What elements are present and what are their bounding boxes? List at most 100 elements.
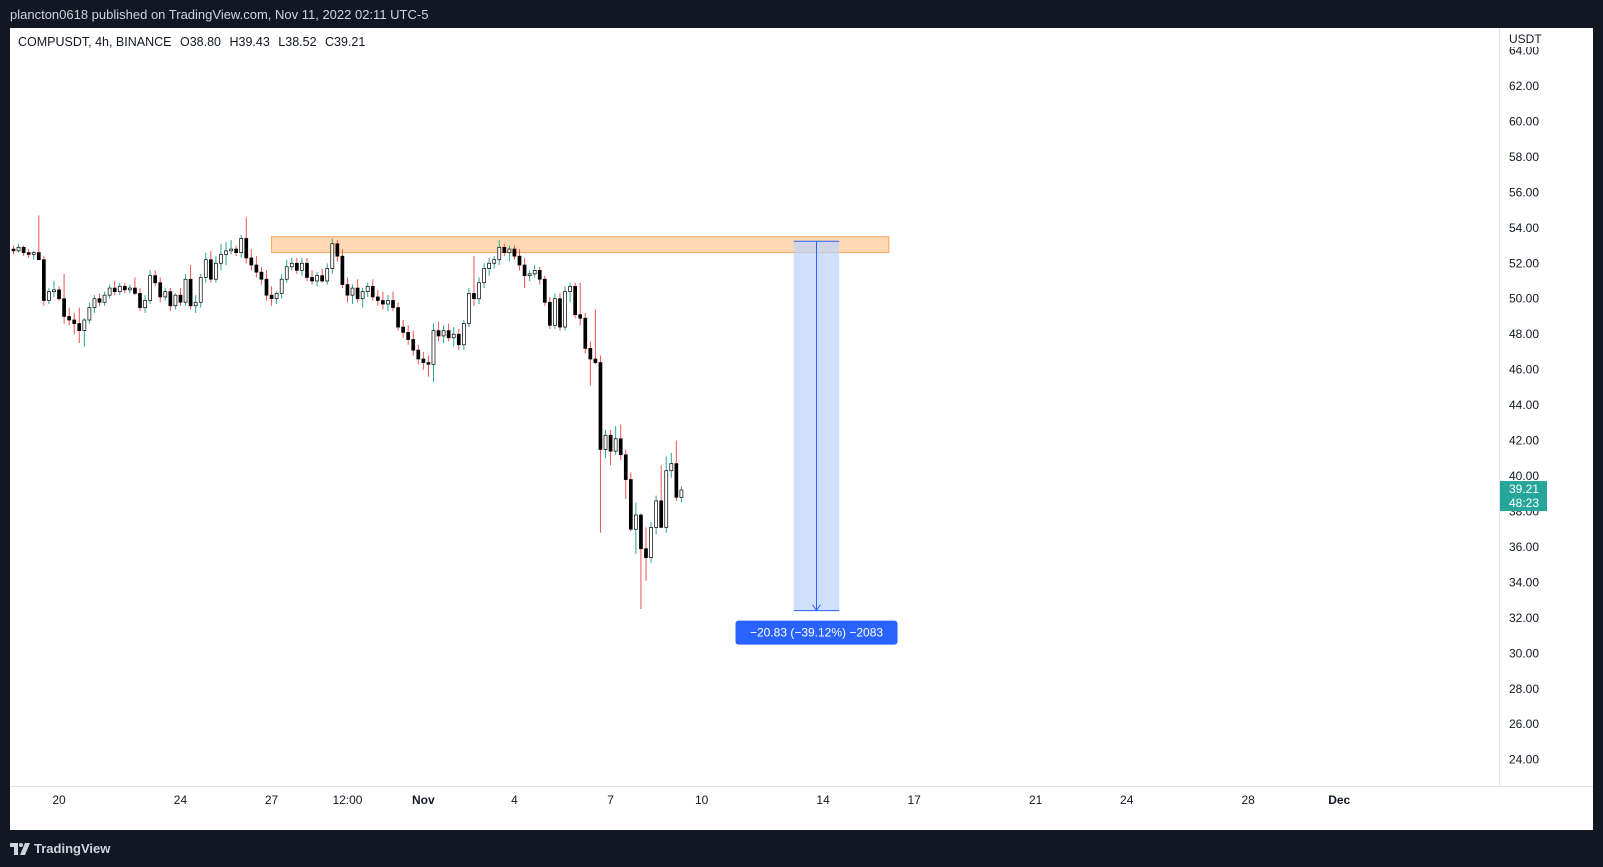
time-axis[interactable]	[10, 786, 1593, 830]
candle-down	[305, 262, 309, 278]
candle-down	[623, 454, 628, 480]
candle-down	[345, 284, 350, 296]
candle-down	[502, 246, 507, 253]
candle-up	[360, 291, 365, 300]
chart-panel[interactable]: −20.83 (−39.12%) −2083 24.00 26.00 28.00 30.…	[10, 28, 1593, 830]
candle-down	[178, 294, 183, 303]
candle-down	[416, 349, 421, 360]
candle-up	[47, 291, 51, 301]
candle-up	[386, 300, 390, 305]
time-tick-label: 7	[607, 793, 614, 807]
candle-up	[679, 489, 684, 498]
candle-down	[426, 362, 431, 365]
candle-down	[446, 330, 451, 339]
time-tick-label: 10	[695, 793, 709, 807]
candle-down	[269, 294, 274, 300]
candle-down	[391, 300, 395, 308]
plot-area[interactable]	[10, 28, 1499, 786]
time-tick-label: Nov	[412, 793, 435, 807]
candle-down	[295, 262, 299, 271]
candle-up	[219, 254, 223, 264]
footer-bar: TradingView	[0, 830, 1603, 867]
time-tick-label: 17	[908, 793, 922, 807]
candle-up	[193, 301, 198, 307]
price-chart[interactable]: −20.83 (−39.12%) −2083 24.00 26.00 28.00 30.…	[10, 28, 1593, 830]
candle-down	[97, 298, 102, 303]
candle-down	[644, 548, 648, 558]
candle-down	[639, 514, 643, 550]
candle-up	[82, 319, 87, 331]
candle-down	[340, 255, 345, 285]
candle-down	[375, 296, 380, 301]
candle-down	[310, 277, 314, 282]
candle-down	[77, 323, 82, 331]
time-tick-label: 20	[52, 793, 66, 807]
candle-down	[537, 270, 542, 280]
time-tick-label: Dec	[1328, 793, 1350, 807]
symbol-legend: COMPUSDT, 4h, BINANCE O38.80 H39.43 L38.…	[18, 35, 370, 49]
candle-down	[674, 463, 679, 498]
candle-up	[289, 262, 294, 268]
price-tick-label: 48.00	[1509, 327, 1539, 341]
candle-down	[72, 319, 77, 324]
candle-up	[482, 268, 486, 284]
candle-down	[335, 243, 340, 257]
candle-up	[350, 287, 355, 296]
time-tick-label: 12:00	[332, 793, 362, 807]
price-tick-label: 40.00	[1509, 469, 1539, 483]
candle-down	[472, 293, 476, 300]
candle-up	[649, 527, 653, 558]
candle-up	[198, 277, 203, 303]
price-tick-label: 54.00	[1509, 221, 1539, 235]
candle-down	[598, 362, 603, 450]
candle-down	[168, 291, 173, 307]
candle-up	[284, 266, 289, 280]
candle-up	[203, 259, 208, 278]
candle-down	[659, 500, 664, 528]
candle-up	[148, 275, 152, 301]
candle-up	[613, 438, 618, 452]
candle-up	[477, 282, 481, 300]
candle-up	[117, 285, 122, 292]
brand-text: TradingView	[34, 841, 111, 856]
candle-down	[436, 330, 441, 337]
price-axis[interactable]	[1499, 28, 1593, 830]
candle-down	[264, 278, 269, 296]
candle-down	[517, 255, 522, 266]
ohlc-close: C39.21	[325, 35, 366, 49]
symbol-info[interactable]: COMPUSDT, 4h, BINANCE	[18, 35, 172, 49]
candle-down	[411, 339, 416, 351]
candle-up	[102, 294, 107, 303]
currency-label[interactable]: USDT	[1509, 32, 1542, 46]
candle-down	[578, 314, 583, 319]
candle-down	[512, 248, 517, 257]
candle-down	[133, 287, 137, 294]
publish-header: plancton0618 published on TradingView.co…	[0, 0, 1603, 28]
candle-up	[229, 248, 233, 252]
resistance-zone[interactable]	[271, 236, 890, 254]
candle-up	[183, 278, 188, 303]
candle-up	[330, 243, 335, 269]
candle-down	[11, 248, 16, 252]
candle-up	[441, 330, 446, 337]
candle-down	[396, 307, 400, 328]
price-tick-label: 50.00	[1509, 292, 1539, 306]
candle-down	[153, 275, 158, 284]
tradingview-logo[interactable]: TradingView	[10, 841, 110, 856]
price-tick-label: 62.00	[1509, 79, 1539, 93]
price-tick-label: 32.00	[1509, 611, 1539, 625]
price-tick-label: 42.00	[1509, 434, 1539, 448]
ohlc-high: H39.43	[229, 35, 270, 49]
candle-down	[138, 293, 142, 308]
candle-up	[467, 293, 471, 324]
candle-down	[522, 264, 527, 277]
candle-down	[588, 348, 593, 360]
candle-up	[16, 246, 21, 252]
candle-up	[274, 293, 279, 300]
candle-down	[583, 317, 588, 349]
candle-up	[492, 259, 497, 264]
candle-down	[421, 358, 426, 363]
candle-up	[487, 262, 491, 269]
bar-countdown-label: 48:23	[1509, 496, 1539, 510]
price-tick-label: 26.00	[1509, 717, 1539, 731]
